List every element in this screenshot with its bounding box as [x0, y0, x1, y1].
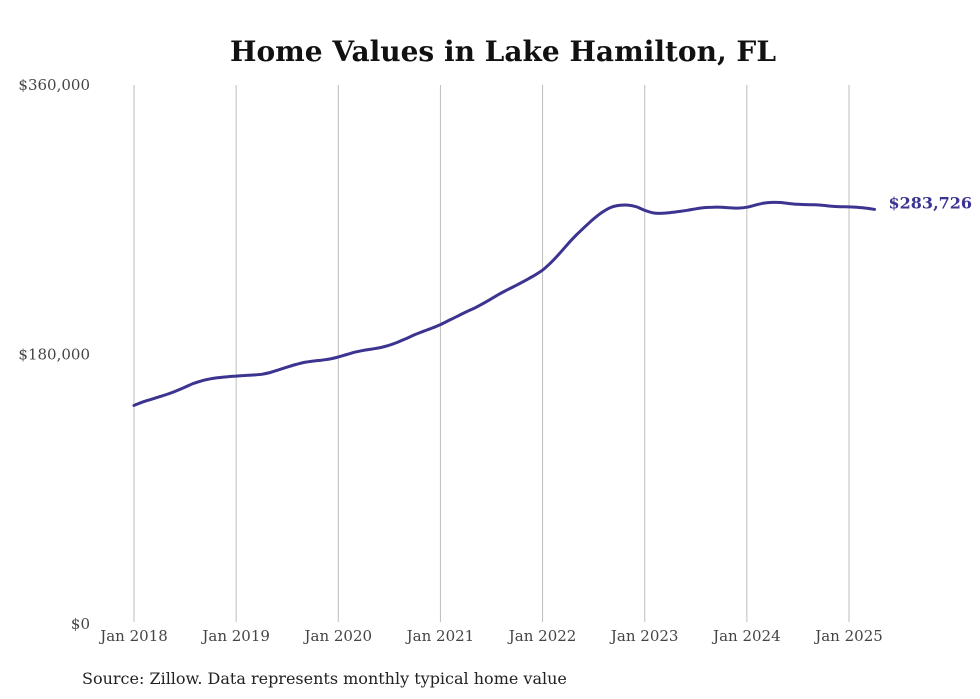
y-tick-label: $360,000 [18, 76, 90, 94]
source-note: Source: Zillow. Data represents monthly … [82, 669, 567, 688]
x-tick-label: Jan 2022 [507, 627, 577, 645]
x-axis: Jan 2018 Jan 2019 Jan 2020 Jan 2021 Jan 2022… [98, 627, 883, 645]
end-value-label: $283,726 [889, 193, 973, 212]
series-line [132, 200, 876, 407]
x-tick-label: Jan 2023 [609, 627, 679, 645]
gridlines [133, 85, 850, 622]
y-tick-label: $0 [71, 615, 90, 633]
x-tick-label: Jan 2019 [200, 627, 270, 645]
y-tick-label: $180,000 [18, 346, 90, 364]
x-tick-label: Jan 2020 [303, 627, 373, 645]
x-tick-label: Jan 2025 [813, 627, 883, 645]
chart-title: Home Values in Lake Hamilton, FL [230, 35, 776, 68]
x-tick-label: Jan 2021 [405, 627, 475, 645]
y-axis: $0 $180,000 $360,000 [18, 76, 90, 633]
x-tick-label: Jan 2024 [711, 627, 781, 645]
x-tick-label: Jan 2018 [98, 627, 168, 645]
